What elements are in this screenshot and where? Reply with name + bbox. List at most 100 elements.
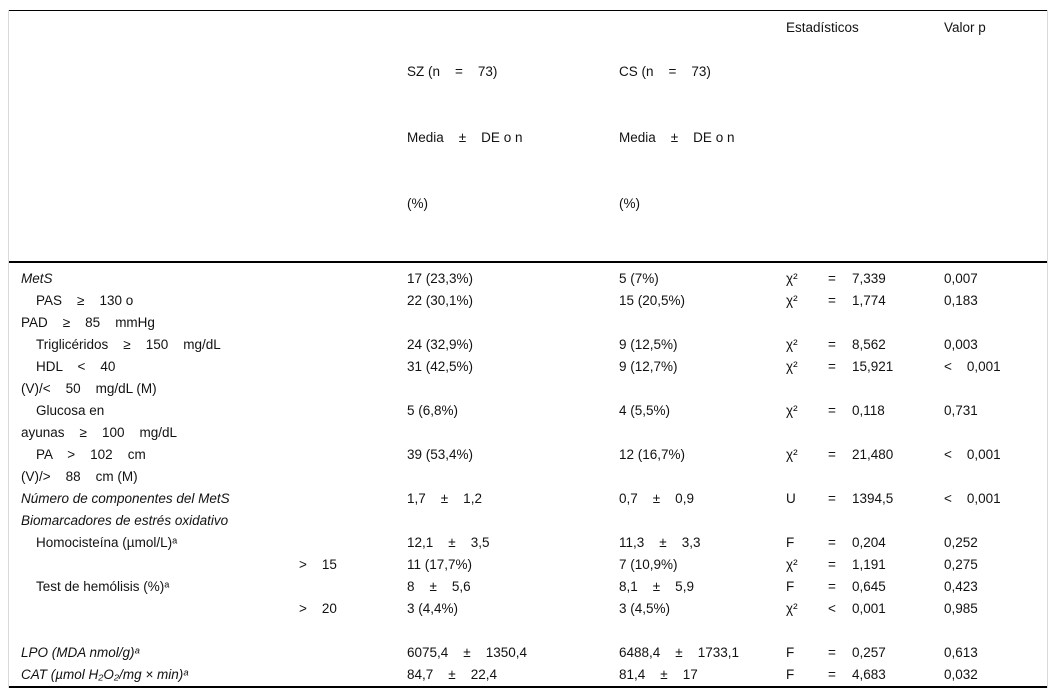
stat-symbol: χ² [786,447,798,462]
stat-cell: F = 0,257 [786,642,944,664]
cs-value: 15 (20,5%) [619,293,686,308]
cs-value: 81,4 ± 17 [619,667,698,682]
row-label: Número de componentes del MetS [21,491,230,506]
stat-value: 7,339 [852,271,886,286]
stat-operator: = [828,359,836,374]
stat-symbol: F [786,645,795,660]
stat-value: 8,562 [852,337,886,352]
table-row-numero-componentes: Número de componentes del MetS 1,7 ± 1,2 0… [9,488,1047,510]
stat-symbol: χ² [786,337,798,352]
table-row-mets: MetS 17 (23,3%) 5 (7%) χ² = 7,339 0,007 [9,268,1047,290]
stat-cell: F = 0,645 [786,576,944,598]
table-row-cat: CAT (µmol H₂O₂/mg × min)ᵃ 84,7 ± 22,4 81,4… [9,664,1047,686]
cs-value: 9 (12,7%) [619,359,678,374]
stat-operator: = [828,271,836,286]
sz-value: 5 (6,8%) [407,403,459,418]
header-cs: CS (n = 73) Media ± DE o n (%) [619,17,786,259]
row-label: PA > 102 cm (V)/> 88 cm (M) [21,447,146,484]
table-row-pas-pad: PAS ≥ 130 o PAD ≥ 85 mmHg 22 (30,1%) 15 (20… [9,290,1047,334]
sz-value: 8 ± 5,6 [407,579,471,594]
sz-value: 1,7 ± 1,2 [407,491,482,506]
table-row-hemolisis-gt20: > 20 3 (4,4%) 3 (4,5%) χ² <0,001 0,985 [9,598,1047,620]
sz-value: 6075,4 ± 1350,4 [407,645,527,660]
sz-value: 31 (42,5%) [407,359,474,374]
stat-symbol: χ² [786,601,798,616]
p-value: 0,007 [944,271,978,286]
stat-symbol: F [786,535,795,550]
table-row-homocisteina-gt15: > 15 11 (17,7%) 7 (10,9%) χ² = 1,191 0,275 [9,554,1047,576]
stat-value: 1394,5 [852,491,894,506]
cutoff-value: > 20 [299,601,337,616]
stat-operator: = [828,447,836,462]
p-value: 0,275 [944,557,978,572]
p-value: < 0,001 [944,491,1001,506]
stat-value: 0,001 [852,601,886,616]
row-label: LPO (MDA nmol/g)ᵃ [21,645,140,660]
row-label: CAT (µmol H₂O₂/mg × min)ᵃ [21,667,189,682]
row-label: Biomarcadores de estrés oxidativo [21,513,229,528]
table-row-pa: PA > 102 cm (V)/> 88 cm (M) 39 (53,4%) 12 (… [9,444,1047,488]
header-sz-line1: SZ (n = 73) [407,64,498,79]
stat-symbol: U [786,491,796,506]
table-row-homocisteina: Homocisteína (µmol/L)ᵃ 12,1 ± 3,5 11,3 ± 3… [9,532,1047,554]
sz-value: 17 (23,3%) [407,271,474,286]
p-value: 0,032 [944,667,978,682]
cs-value: 9 (12,5%) [619,337,678,352]
row-label: Homocisteína (µmol/L)ᵃ [21,535,178,550]
table-row-glucosa: Glucosa en ayunas ≥ 100 mg/dL 5 (6,8%) 4 (5… [9,400,1047,444]
stat-cell: χ² <0,001 [786,598,944,620]
stat-cell: χ² = 7,339 [786,268,944,290]
stat-cell: χ² = 8,562 [786,334,944,356]
sz-value: 39 (53,4%) [407,447,474,462]
table-header: SZ (n = 73) Media ± DE o n (%) CS (n = 7… [9,10,1047,263]
cs-value: 3 (4,5%) [619,601,671,616]
stat-value: 0,645 [852,579,886,594]
row-label: HDL < 40 (V)/< 50 mg/dL (M) [21,359,157,396]
stat-operator: = [828,535,836,550]
header-cs-line2: Media ± DE o n [619,130,735,145]
stat-value: 0,204 [852,535,886,550]
header-estadisticos: Estadísticos [786,20,859,35]
table-row-trigliceridos: Triglicéridos ≥ 150 mg/dL 24 (32,9%) 9 (12… [9,334,1047,356]
sz-value: 24 (32,9%) [407,337,474,352]
cs-value: 7 (10,9%) [619,557,678,572]
cs-value: 8,1 ± 5,9 [619,579,694,594]
row-label: PAS ≥ 130 o PAD ≥ 85 mmHg [21,293,155,330]
stat-cell: χ² = 0,118 [786,400,944,422]
cs-value: 4 (5,5%) [619,403,671,418]
stat-symbol: χ² [786,403,798,418]
stat-cell: U = 1394,5 [786,488,944,510]
stat-value: 21,480 [852,447,894,462]
p-value: 0,183 [944,293,978,308]
sz-value: 3 (4,4%) [407,601,459,616]
stat-symbol: χ² [786,293,798,308]
p-value: < 0,001 [944,359,1001,374]
sz-value: 11 (17,7%) [407,557,473,572]
table-row-biomarcadores-heading: Biomarcadores de estrés oxidativo [9,510,1047,532]
cs-value: 12 (16,7%) [619,447,686,462]
stat-value: 15,921 [852,359,894,374]
p-value: 0,423 [944,579,978,594]
p-value: 0,731 [944,403,978,418]
header-sz: SZ (n = 73) Media ± DE o n (%) [407,17,619,259]
stat-symbol: F [786,579,795,594]
p-value: 0,003 [944,337,978,352]
stat-operator: = [828,491,836,506]
stat-value: 0,118 [852,403,885,418]
p-value: < 0,001 [944,447,1001,462]
stat-value: 1,774 [852,293,886,308]
sz-value: 84,7 ± 22,4 [407,667,497,682]
stats-table: SZ (n = 73) Media ± DE o n (%) CS (n = 7… [8,10,1048,688]
row-label: Glucosa en ayunas ≥ 100 mg/dL [21,403,177,440]
table-row-test-hemolisis: Test de hemólisis (%)ᵃ 8 ± 5,6 8,1 ± 5,9 F =… [9,576,1047,598]
cs-value: 6488,4 ± 1733,1 [619,645,739,660]
stat-cell: F = 0,204 [786,532,944,554]
header-cs-line1: CS (n = 73) [619,64,711,79]
stat-symbol: F [786,667,795,682]
stat-cell: χ² = 21,480 [786,444,944,466]
stat-value: 0,257 [852,645,886,660]
stat-cell: F = 4,683 [786,664,944,686]
stat-symbol: χ² [786,557,798,572]
stat-operator: = [828,403,836,418]
table-body: MetS 17 (23,3%) 5 (7%) χ² = 7,339 0,007 PAS ≥ … [9,263,1047,688]
